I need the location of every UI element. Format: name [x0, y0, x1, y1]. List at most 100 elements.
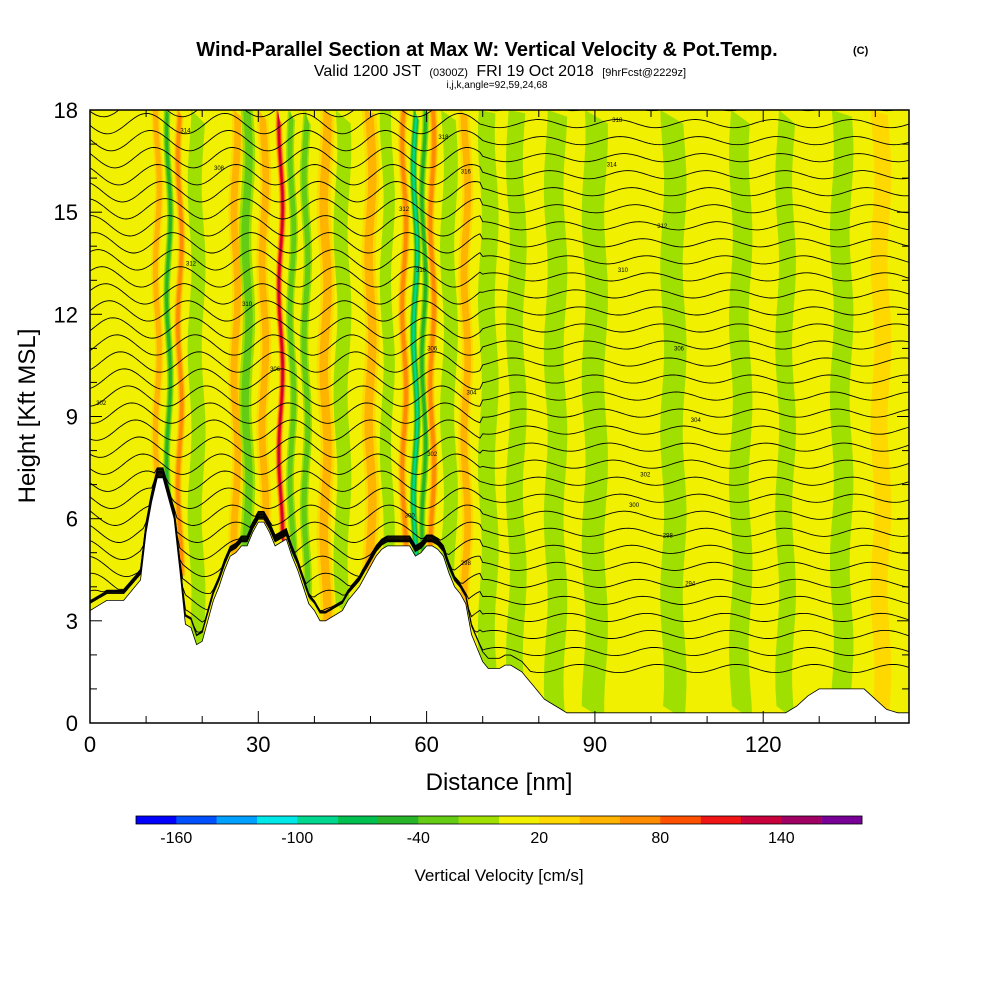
colorbar-label: Vertical Velocity [cm/s] [414, 866, 583, 885]
y-tick-label: 9 [66, 405, 78, 430]
isentrope-line [90, 368, 909, 390]
isentrope-line [90, 385, 909, 407]
isentrope-label: 310 [618, 268, 629, 274]
isentrope-line [90, 147, 909, 169]
velocity-band [797, 110, 819, 703]
velocity-band [412, 110, 419, 563]
isentrope-label: 302 [640, 472, 651, 478]
velocity-band [176, 110, 184, 577]
x-tick-label: 30 [246, 732, 270, 757]
colorbar-swatch [579, 816, 621, 824]
x-tick-label: 120 [745, 732, 782, 757]
y-tick-label: 0 [66, 711, 78, 736]
isentrope-label: 302 [96, 401, 107, 407]
colorbar-swatch [700, 816, 742, 824]
velocity-band [506, 110, 527, 676]
isentrope-line [90, 419, 909, 441]
valid-utc: (0300Z) [429, 67, 468, 79]
terrain-mask [90, 477, 909, 723]
velocity-band [693, 110, 721, 720]
isentrope-line [90, 283, 909, 305]
isentrope-line [90, 317, 909, 339]
velocity-band [152, 110, 162, 485]
velocity-band [420, 110, 428, 557]
colorbar-swatch [499, 816, 540, 824]
colorbar-swatch [821, 816, 863, 824]
colorbar-ticks: -160 -100 -40 20 80 140 [160, 830, 794, 847]
velocity-band [287, 110, 297, 563]
isentrope-label: 316 [461, 169, 472, 175]
isentrope-line [90, 436, 909, 458]
x-tick-label: 60 [414, 732, 438, 757]
colorbar-tick-label: 20 [530, 830, 548, 847]
contour-labels: 302 314 308 312 310 306 312 310 306 304 302 300 298 3… [96, 118, 701, 587]
y-tick-label: 18 [54, 98, 78, 123]
colorbar-swatch [660, 816, 701, 824]
isentrope-line [90, 181, 909, 203]
velocity-band [187, 110, 206, 652]
isentrope-label: 312 [657, 224, 668, 230]
x-axis-label: Distance [nm] [426, 769, 573, 796]
isentrope-label: 302 [427, 452, 438, 458]
colorbar-swatch [781, 816, 822, 824]
velocity-band [230, 110, 242, 560]
isentrope-line [90, 453, 909, 475]
x-axis: 0 30 60 90 120 [84, 110, 876, 757]
isentrope-label: 294 [685, 581, 696, 587]
velocity-band [241, 110, 253, 553]
velocity-band [258, 110, 270, 529]
isentrope-line [90, 112, 909, 135]
forecast-info: [9hrFcst@2229z] [602, 67, 686, 79]
colorbar-swatch [216, 816, 258, 824]
plot-area: 302 314 308 312 310 306 312 310 306 304 302 300 298 3… [90, 110, 909, 723]
isentrope-label: 314 [180, 128, 191, 134]
isentrope-line [90, 129, 909, 152]
colorbar-swatch [378, 816, 419, 824]
isentrope-label: 304 [466, 391, 477, 397]
isentrope-label: 306 [427, 346, 438, 352]
colorbar-swatch [297, 816, 338, 824]
isentrope-line [90, 402, 909, 424]
isentrope-line [90, 232, 909, 254]
valid-time-label: Valid 1200 JST (0300Z) FRI 19 Oct 2018 [… [314, 63, 686, 80]
colorbar-frame [135, 815, 863, 825]
velocity-band [428, 110, 436, 553]
velocity-band [870, 110, 892, 712]
isentrope-label: 298 [461, 561, 472, 567]
isentrope-line [90, 351, 909, 373]
isentrope-line [90, 470, 909, 560]
isentrope-line [90, 249, 909, 271]
colorbar-tick-label: 80 [651, 830, 669, 847]
colorbar-swatch [539, 816, 580, 824]
isentrope-label: 306 [674, 346, 685, 352]
isentrope-line [90, 469, 909, 543]
isentrope-label: 300 [629, 503, 640, 509]
colorbar-tick-label: -40 [407, 830, 430, 847]
colorbar-tick-label: -100 [281, 830, 313, 847]
y-axis-label: Height [Kft MSL] [14, 329, 41, 504]
velocity-band [440, 110, 458, 580]
chart-title: Wind-Parallel Section at Max W: Vertical… [196, 39, 777, 61]
isentrope-line [90, 215, 909, 237]
velocity-band [581, 110, 608, 720]
velocity-band [460, 110, 472, 611]
isentrope-label: 312 [186, 261, 197, 267]
velocity-band [477, 110, 499, 676]
isentrope-label: 310 [242, 302, 253, 308]
isentrope-line [90, 469, 909, 526]
colorbar [135, 815, 863, 825]
colorbar-swatch [741, 816, 782, 824]
terrain [90, 477, 909, 723]
isentrope-line [90, 471, 909, 578]
colorbar-swatch [620, 816, 661, 824]
isentrope-label: 318 [438, 135, 449, 141]
velocity-band [616, 110, 641, 720]
isentrope-line [90, 198, 909, 220]
isentrope-label: 314 [607, 163, 618, 169]
colorbar-tick-label: -160 [160, 830, 192, 847]
valid-date: FRI 19 Oct 2018 [476, 63, 593, 80]
velocity-band [660, 110, 687, 720]
isentrope-label: 308 [214, 166, 225, 172]
velocity-band [301, 110, 311, 603]
